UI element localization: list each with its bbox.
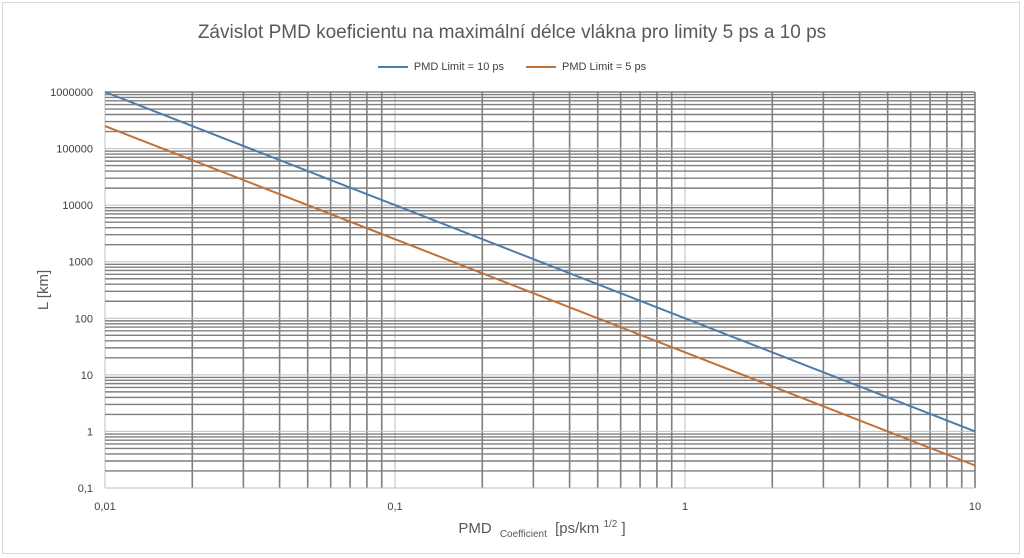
y-tick-label: 10 [81, 370, 93, 382]
y-tick-label: 0,1 [78, 483, 93, 495]
legend-item-series-1: PMD Limit = 10 ps [377, 61, 505, 73]
chart-series [104, 91, 976, 467]
x-axis-title: PMD Coefficient [ps/km 1/2 ] [458, 514, 625, 541]
series-line-1 [104, 91, 976, 433]
y-tick-labels: 0,1 1 10 100 1000 10000 100000 1000000 [50, 87, 93, 495]
x-axis-title-unit-close: ] [622, 520, 626, 537]
legend-label-series-2: PMD Limit = 5 ps [562, 61, 647, 73]
y-axis-title: L [km] [35, 270, 52, 310]
legend-swatch-series-2 [526, 66, 557, 68]
series-line-2 [104, 125, 976, 467]
x-tick-label: 1 [682, 501, 688, 513]
y-tick-label: 10000 [62, 200, 93, 212]
legend-item-series-2: PMD Limit = 5 ps [526, 61, 646, 73]
x-axis-title-main: PMD [458, 520, 492, 537]
chart-legend: PMD Limit = 10 ps PMD Limit = 5 ps [0, 61, 1024, 73]
x-axis-title-subscript: Coefficient [500, 529, 547, 540]
chart-grid [104, 91, 976, 489]
y-tick-label: 1 [87, 426, 93, 438]
x-tick-label: 10 [969, 501, 981, 513]
y-tick-label: 100000 [56, 144, 93, 156]
legend-swatch-series-1 [377, 66, 408, 68]
x-tick-labels: 0,01 0,1 1 10 [94, 501, 981, 513]
chart-title: Závislot PMD koeficientu na maximální dé… [197, 22, 827, 43]
x-axis-title-unit-exponent: 1/2 [603, 519, 617, 530]
y-tick-label: 100 [75, 313, 93, 325]
y-tick-label: 1000000 [50, 87, 93, 99]
x-tick-label: 0,1 [387, 501, 402, 513]
x-axis-title-unit: [ps/km [555, 520, 599, 537]
legend-label-series-1: PMD Limit = 10 ps [413, 61, 505, 73]
y-tick-label: 1000 [69, 257, 93, 269]
x-tick-label: 0,01 [94, 501, 115, 513]
